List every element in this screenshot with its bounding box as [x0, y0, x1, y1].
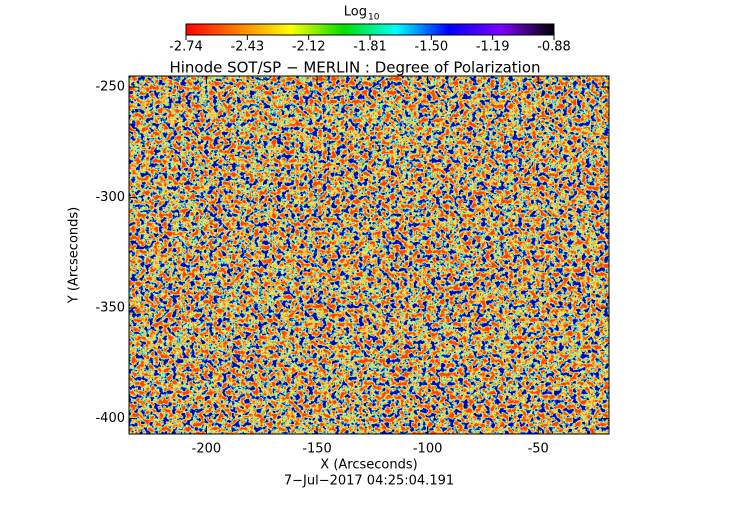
colorbar-tick-label: -2.43	[231, 40, 265, 55]
footer: 7−Jul−2017 04:25:04.191	[284, 474, 454, 489]
y-tick-label: -350	[95, 301, 125, 316]
x-tick-label: -150	[302, 442, 332, 457]
x-tick-label: -50	[528, 442, 549, 457]
colorbar-tick-label: -1.81	[353, 40, 387, 55]
chart-title: Hinode SOT/SP − MERLIN : Degree of Polar…	[169, 59, 540, 77]
colorbar-tick-label: -1.50	[415, 40, 449, 55]
colorbar-tick-label: -0.88	[537, 40, 571, 55]
x-tick-label: -200	[192, 442, 222, 457]
colorbar-title-sub: 10	[368, 13, 380, 23]
colorbar	[185, 23, 555, 36]
y-tick-label: -300	[95, 190, 125, 205]
y-tick-label: -250	[95, 80, 125, 95]
colorbar-tick-label: -2.12	[292, 40, 326, 55]
plot-frame	[128, 75, 610, 435]
y-axis-label: Y (Arcseconds)	[67, 207, 82, 304]
colorbar-title: Log	[344, 5, 367, 20]
y-tick-label: -400	[95, 411, 125, 426]
x-tick-label: -100	[413, 442, 443, 457]
colorbar-tick-label: -1.19	[476, 40, 510, 55]
colorbar-tick-label: -2.74	[169, 40, 203, 55]
x-axis-label: X (Arcseconds)	[320, 458, 417, 473]
solar-image	[129, 76, 609, 434]
